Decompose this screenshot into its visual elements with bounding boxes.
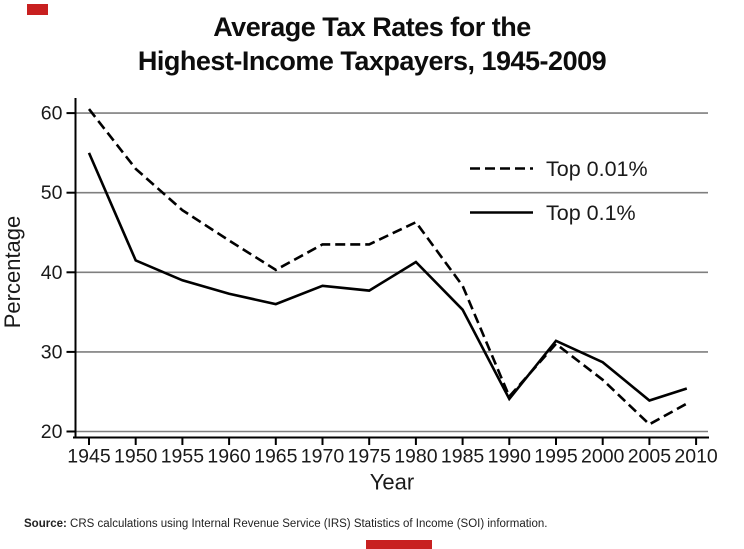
red-accent-top-left	[27, 4, 48, 15]
chart-title: Average Tax Rates for the Highest-Income…	[0, 10, 744, 78]
legend-label-top-0.01-: Top 0.01%	[546, 157, 648, 181]
y-axis-title: Percentage	[0, 216, 25, 329]
x-tick-label-1965: 1965	[254, 446, 298, 468]
x-tick-label-1945: 1945	[67, 446, 111, 468]
x-tick-label-1975: 1975	[348, 446, 392, 468]
x-tick-label-1980: 1980	[394, 446, 438, 468]
source-label: Source:	[24, 518, 67, 530]
x-tick-label-1985: 1985	[441, 446, 485, 468]
y-tick-label-40: 40	[41, 262, 63, 284]
source-note: Source: CRS calculations using Internal …	[24, 518, 547, 530]
series-line-top-0.1-	[87, 152, 688, 402]
x-tick-label-2010: 2010	[674, 446, 718, 468]
legend-label-top-0.1-: Top 0.1%	[546, 201, 636, 225]
x-tick-label-2005: 2005	[628, 446, 672, 468]
x-axis-title: Year	[370, 470, 414, 495]
y-tick-label-20: 20	[41, 421, 63, 443]
x-tick-label-1990: 1990	[488, 446, 532, 468]
red-accent-bottom	[366, 540, 432, 549]
chart-title-line2: Highest-Income Taxpayers, 1945-2009	[137, 46, 607, 76]
chart-title-line1: Average Tax Rates for the	[213, 12, 531, 42]
x-tick-label-1960: 1960	[207, 446, 251, 468]
x-tick-label-1955: 1955	[161, 446, 205, 468]
x-tick-label-1970: 1970	[301, 446, 345, 468]
source-text: CRS calculations using Internal Revenue …	[66, 518, 548, 530]
x-tick-label-2000: 2000	[581, 446, 625, 468]
y-tick-label-60: 60	[41, 103, 63, 125]
x-tick-label-1950: 1950	[114, 446, 158, 468]
y-tick-label-50: 50	[41, 182, 63, 204]
y-tick-label-30: 30	[41, 341, 63, 363]
x-tick-label-1995: 1995	[534, 446, 578, 468]
